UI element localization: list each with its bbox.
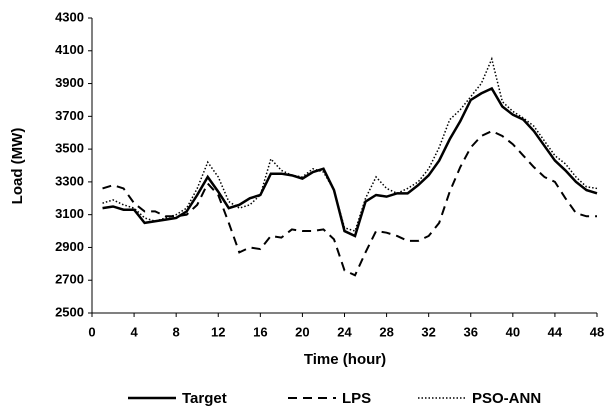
x-tick-label: 40 <box>506 324 520 339</box>
legend-label: Target <box>182 390 227 407</box>
x-tick-label: 28 <box>379 324 393 339</box>
x-tick-label: 20 <box>295 324 309 339</box>
line-series <box>102 86 598 238</box>
y-tick-label: 4300 <box>55 9 84 24</box>
y-tick-label: 2700 <box>55 272 84 287</box>
legend-label: LPS <box>342 390 371 407</box>
x-axis-label: Time (hour) <box>304 351 386 368</box>
y-tick-label: 3300 <box>55 173 84 188</box>
y-tick-label: 4100 <box>55 42 84 57</box>
x-tick-label: 32 <box>421 324 435 339</box>
x-tick-label: 48 <box>590 324 604 339</box>
legend-label: PSO-ANN <box>472 390 541 407</box>
y-tick-label: 3700 <box>55 108 84 123</box>
x-tick-label: 4 <box>130 324 138 339</box>
x-tick-label: 44 <box>548 324 563 339</box>
x-tick-label: 36 <box>464 324 478 339</box>
line-series <box>102 56 598 232</box>
x-tick-label: 24 <box>337 324 352 339</box>
x-tick-label: 8 <box>173 324 180 339</box>
x-tick-label: 0 <box>88 324 95 339</box>
y-tick-label: 3100 <box>55 206 84 221</box>
y-tick-label: 2500 <box>55 304 84 319</box>
x-tick-label: 12 <box>211 324 225 339</box>
y-tick-label: 2900 <box>55 239 84 254</box>
y-axis-label: Load (MW) <box>9 128 26 205</box>
x-tick-label: 16 <box>253 324 267 339</box>
line-series <box>102 129 597 277</box>
y-tick-label: 3900 <box>55 75 84 90</box>
y-tick-label: 3500 <box>55 141 84 156</box>
